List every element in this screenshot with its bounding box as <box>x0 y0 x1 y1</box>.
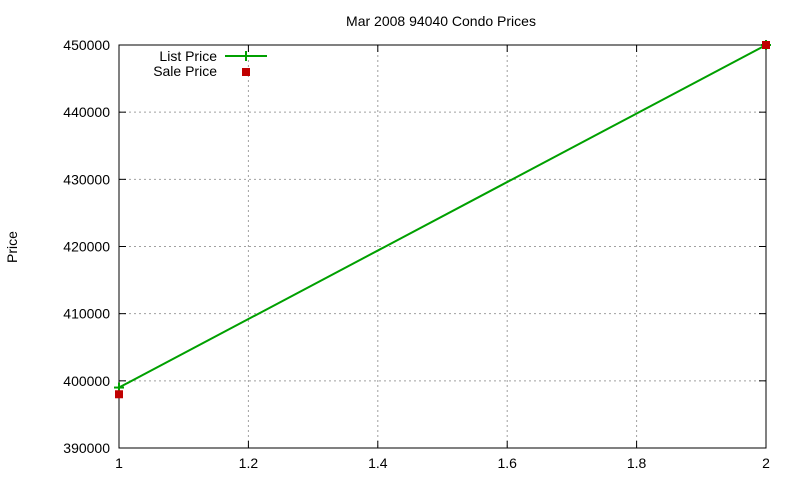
y-tick-label: 390000 <box>63 440 110 456</box>
grid-lines <box>119 45 766 448</box>
y-tick-label: 430000 <box>63 171 110 187</box>
data-series <box>114 40 771 399</box>
x-tick-label: 1.6 <box>497 455 517 471</box>
x-tick-label: 1.2 <box>239 455 259 471</box>
plot-frame <box>118 44 767 449</box>
y-tick-label: 440000 <box>63 104 110 120</box>
sale-price-point-icon <box>115 390 123 399</box>
sale-price-point-icon <box>762 41 770 49</box>
legend: List Price Sale Price <box>153 48 267 79</box>
y-axis-label: Price <box>4 231 20 263</box>
x-axis-ticks: 1 1.2 1.4 1.6 1.8 2 <box>115 45 770 471</box>
y-tick-label: 450000 <box>63 37 110 53</box>
legend-sale-price-marker-icon <box>242 68 250 76</box>
x-tick-label: 1.8 <box>627 455 647 471</box>
y-axis-ticks: 390000 400000 410000 420000 430000 440000 4500… <box>63 37 766 456</box>
x-tick-label: 2 <box>762 455 770 471</box>
y-tick-label: 420000 <box>63 239 110 255</box>
x-tick-label: 1.4 <box>368 455 388 471</box>
legend-list-price-label: List Price <box>159 48 217 64</box>
y-tick-label: 400000 <box>63 373 110 389</box>
legend-sale-price-label: Sale Price <box>153 63 217 79</box>
list-price-line <box>118 44 767 389</box>
chart-title: Mar 2008 94040 Condo Prices <box>346 13 536 29</box>
x-tick-label: 1 <box>115 455 123 471</box>
y-tick-label: 410000 <box>63 306 110 322</box>
